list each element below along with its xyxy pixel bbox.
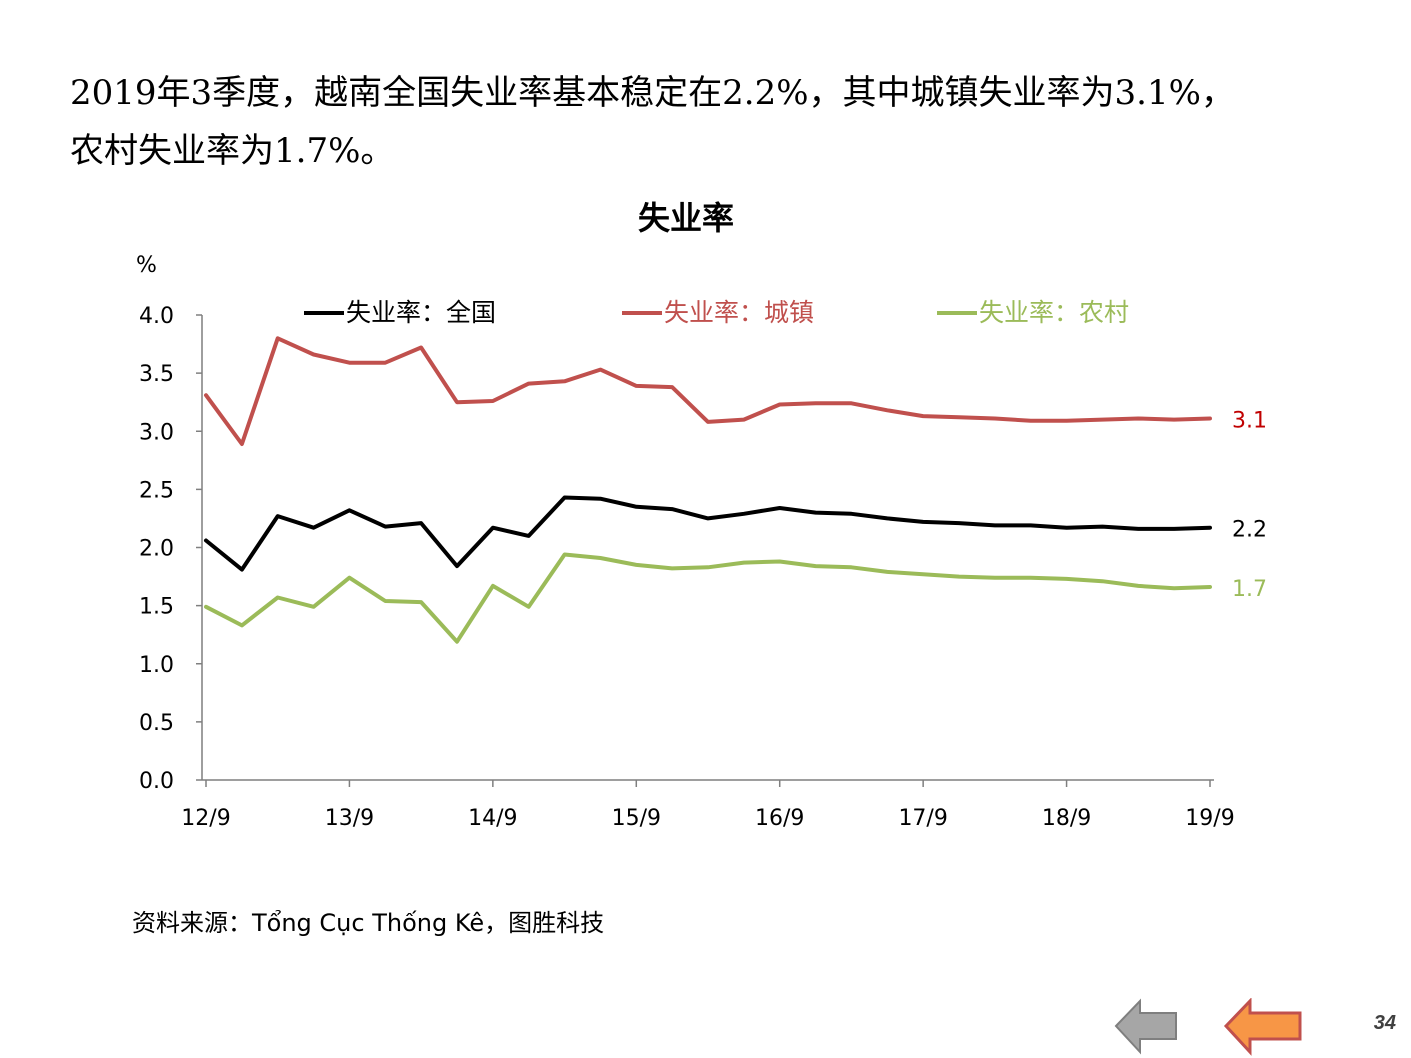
x-tick-label: 18/9: [1042, 806, 1091, 831]
y-axis-unit: %: [136, 253, 157, 278]
y-tick-label: 4.0: [139, 304, 174, 329]
forward-arrow-button[interactable]: [1222, 998, 1306, 1056]
series-line: [204, 495, 1212, 572]
legend-label: 失业率：城镇: [664, 298, 814, 327]
x-tick-label: 17/9: [898, 806, 947, 831]
headline-line-1: 2019年3季度，越南全国失业率基本稳定在2.2%，其中城镇失业率为3.1%，: [70, 73, 1235, 113]
legend-label: 失业率：全国: [346, 298, 496, 327]
chart-title: 失业率: [638, 199, 734, 237]
series-end-label: 3.1: [1232, 408, 1267, 433]
y-tick-label: 1.0: [139, 653, 174, 678]
y-tick-label: 3.0: [139, 420, 174, 445]
left-arrow-icon: [1223, 998, 1302, 1056]
series-line: [204, 552, 1212, 644]
y-tick-label: 0.5: [139, 711, 174, 736]
page-number: 34: [1373, 1012, 1396, 1034]
y-tick-label: 3.5: [139, 362, 174, 387]
x-tick-label: 12/9: [181, 806, 230, 831]
y-tick-label: 2.0: [139, 537, 174, 562]
series-end-label: 1.7: [1232, 577, 1267, 602]
headline-line-2: 农村失业率为1.7%。: [70, 131, 395, 171]
y-tick-label: 1.5: [139, 595, 174, 620]
headline: 2019年3季度，越南全国失业率基本稳定在2.2%，其中城镇失业率为3.1%， …: [70, 64, 1380, 180]
legend-label: 失业率：农村: [979, 298, 1129, 327]
x-tick-label: 13/9: [325, 806, 374, 831]
back-arrow-icon: [1114, 998, 1177, 1055]
series-end-label: 2.2: [1232, 518, 1267, 543]
series-line: [204, 336, 1212, 446]
x-tick-label: 15/9: [612, 806, 661, 831]
y-tick-label: 2.5: [139, 478, 174, 503]
x-tick-label: 14/9: [468, 806, 517, 831]
x-tick-label: 19/9: [1185, 806, 1234, 831]
back-arrow-button[interactable]: [1112, 998, 1182, 1056]
x-tick-label: 16/9: [755, 806, 804, 831]
source-note: 资料来源：Tổng Cục Thống Kê，图胜科技: [132, 909, 605, 937]
y-tick-label: 0.0: [139, 769, 174, 794]
